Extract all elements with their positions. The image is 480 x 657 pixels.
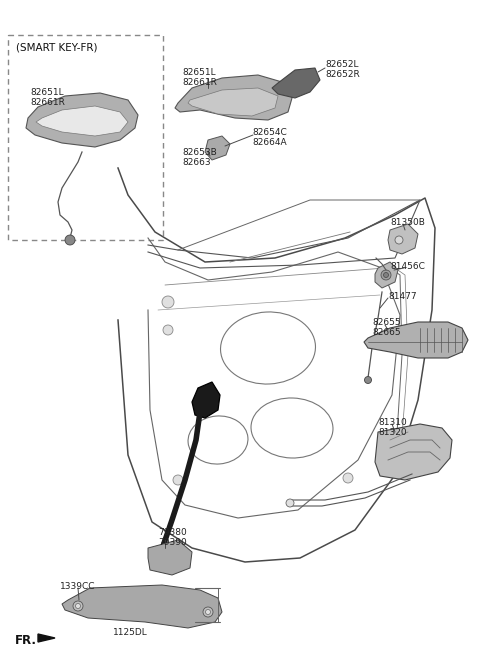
Text: 81477: 81477 [388,292,417,301]
Polygon shape [364,322,468,358]
Circle shape [173,475,183,485]
Text: FR.: FR. [15,633,37,646]
Circle shape [75,604,81,608]
Text: 82654C
82664A: 82654C 82664A [252,128,287,147]
Polygon shape [38,634,55,642]
Polygon shape [62,585,222,628]
Text: 82652L
82652R: 82652L 82652R [325,60,360,79]
Polygon shape [272,68,320,98]
Circle shape [73,601,83,611]
Text: 1339CC: 1339CC [60,582,96,591]
Text: 1125DL: 1125DL [113,628,147,637]
Text: (SMART KEY-FR): (SMART KEY-FR) [16,42,97,52]
Polygon shape [188,88,278,116]
Text: 81310
81320: 81310 81320 [378,418,407,438]
Polygon shape [375,424,452,480]
Text: 79380
79390: 79380 79390 [158,528,187,547]
Polygon shape [148,540,192,575]
Polygon shape [26,93,138,147]
Circle shape [384,273,388,277]
Circle shape [203,607,213,617]
Circle shape [364,376,372,384]
Circle shape [395,236,403,244]
Polygon shape [192,382,220,418]
Polygon shape [375,262,398,288]
Circle shape [205,610,211,614]
Circle shape [286,499,294,507]
Text: 82653B
82663: 82653B 82663 [182,148,217,168]
Polygon shape [388,224,418,254]
Text: 81456C: 81456C [390,262,425,271]
Circle shape [381,270,391,280]
Text: 81350B: 81350B [390,218,425,227]
Text: 82651L
82661R: 82651L 82661R [182,68,217,87]
Circle shape [163,325,173,335]
Circle shape [65,235,75,245]
Circle shape [343,473,353,483]
Text: 82651L
82661R: 82651L 82661R [30,88,65,107]
Polygon shape [205,136,230,160]
Polygon shape [175,75,292,120]
Text: 82655
82665: 82655 82665 [372,318,401,338]
Polygon shape [36,106,128,136]
Circle shape [162,296,174,308]
